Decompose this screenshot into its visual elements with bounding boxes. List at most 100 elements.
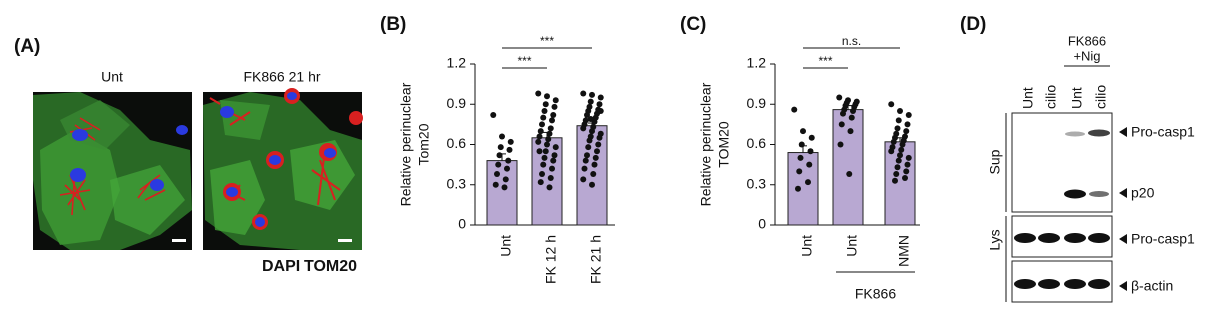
data-point — [589, 91, 595, 98]
group-label: FK866 — [855, 286, 896, 302]
data-point — [544, 141, 550, 148]
blot — [1011, 112, 1113, 303]
data-point — [808, 134, 815, 141]
data-point — [850, 107, 856, 114]
data-point — [540, 161, 547, 168]
data-point — [581, 165, 588, 172]
data-point — [797, 154, 804, 161]
y-axis-label: Relative perinuclear — [398, 82, 414, 206]
lane-label: Unt — [1069, 87, 1085, 109]
data-point — [597, 94, 604, 101]
y-tick-label: 0.3 — [447, 175, 467, 191]
data-point — [496, 152, 503, 159]
data-point — [898, 146, 905, 153]
data-point — [497, 144, 504, 151]
bar — [486, 160, 518, 226]
data-point — [903, 168, 910, 175]
image-label: Unt — [101, 69, 123, 85]
data-point — [795, 185, 801, 192]
x-tick-label: FK 21 h — [588, 235, 604, 284]
y-axis-label: TOM20 — [716, 121, 732, 168]
data-point — [499, 133, 505, 140]
data-point — [494, 171, 500, 178]
data-point — [888, 148, 895, 155]
data-point — [895, 117, 902, 124]
data-point — [584, 111, 590, 118]
data-point — [490, 111, 497, 118]
data-point — [836, 94, 843, 101]
data-point — [893, 171, 900, 178]
marker-label: p20 — [1131, 185, 1155, 201]
significance-label: *** — [540, 34, 554, 48]
data-point — [590, 171, 597, 178]
data-point — [895, 157, 902, 164]
data-point — [535, 90, 542, 97]
data-point — [542, 101, 549, 108]
data-point — [897, 152, 903, 159]
data-point — [848, 114, 855, 121]
arrowhead — [1119, 127, 1127, 291]
x-tick-label: Unt — [844, 235, 860, 257]
data-point — [549, 165, 555, 172]
panel-label: (D) — [960, 14, 986, 35]
y-tick-label: 0.9 — [447, 95, 467, 111]
panel-label: (B) — [380, 14, 406, 35]
y-tick-label: 0.3 — [747, 175, 767, 191]
data-point — [495, 161, 502, 168]
data-point — [806, 161, 813, 168]
data-point — [596, 101, 603, 108]
data-point — [547, 175, 554, 182]
data-point — [582, 157, 589, 164]
y-tick-label: 1.2 — [747, 55, 767, 71]
y-tick-label: 1.2 — [447, 55, 467, 71]
data-point — [585, 144, 592, 151]
data-point — [592, 154, 599, 161]
data-point — [551, 103, 558, 110]
data-point — [805, 179, 811, 186]
panel-label: (C) — [680, 14, 706, 35]
data-point — [506, 146, 513, 153]
data-point — [888, 101, 895, 108]
significance-label: *** — [517, 54, 531, 68]
data-point — [595, 141, 602, 148]
treatment-label: FK866 — [1068, 33, 1106, 48]
data-point — [501, 184, 508, 191]
data-point — [597, 107, 604, 114]
lane-label: cilio — [1093, 85, 1109, 109]
marker-label: β-actin — [1131, 278, 1173, 294]
data-point — [586, 137, 593, 144]
y-tick-label: 0.6 — [747, 135, 767, 151]
stain-label: DAPI — [262, 258, 300, 275]
data-point — [903, 128, 910, 135]
x-tick-label: Unt — [498, 235, 514, 257]
y-tick-label: 0.6 — [447, 135, 467, 151]
micrograph — [203, 88, 363, 250]
bar — [787, 152, 819, 226]
data-point — [546, 130, 553, 137]
treatment-label: +Nig — [1073, 48, 1100, 63]
data-point — [502, 176, 509, 183]
data-point — [539, 171, 545, 178]
data-point — [584, 152, 590, 159]
data-point — [507, 138, 514, 145]
panel-label: (A) — [14, 36, 40, 57]
data-point — [536, 133, 543, 140]
data-point — [546, 184, 553, 191]
data-point — [902, 175, 908, 182]
data-point — [505, 157, 512, 164]
group-label: Lys — [987, 229, 1003, 250]
stain-label: TOM20 — [304, 258, 357, 275]
data-point — [905, 111, 912, 118]
data-point — [580, 176, 587, 183]
data-point — [791, 106, 798, 113]
y-tick-label: 0 — [758, 216, 766, 232]
data-point — [798, 141, 805, 148]
data-point — [905, 154, 912, 161]
data-point — [550, 157, 557, 164]
lane-label: cilio — [1043, 85, 1059, 109]
data-point — [807, 148, 814, 155]
data-point — [890, 138, 897, 145]
data-point — [537, 179, 544, 186]
marker-label: Pro-casp1 — [1131, 231, 1195, 247]
